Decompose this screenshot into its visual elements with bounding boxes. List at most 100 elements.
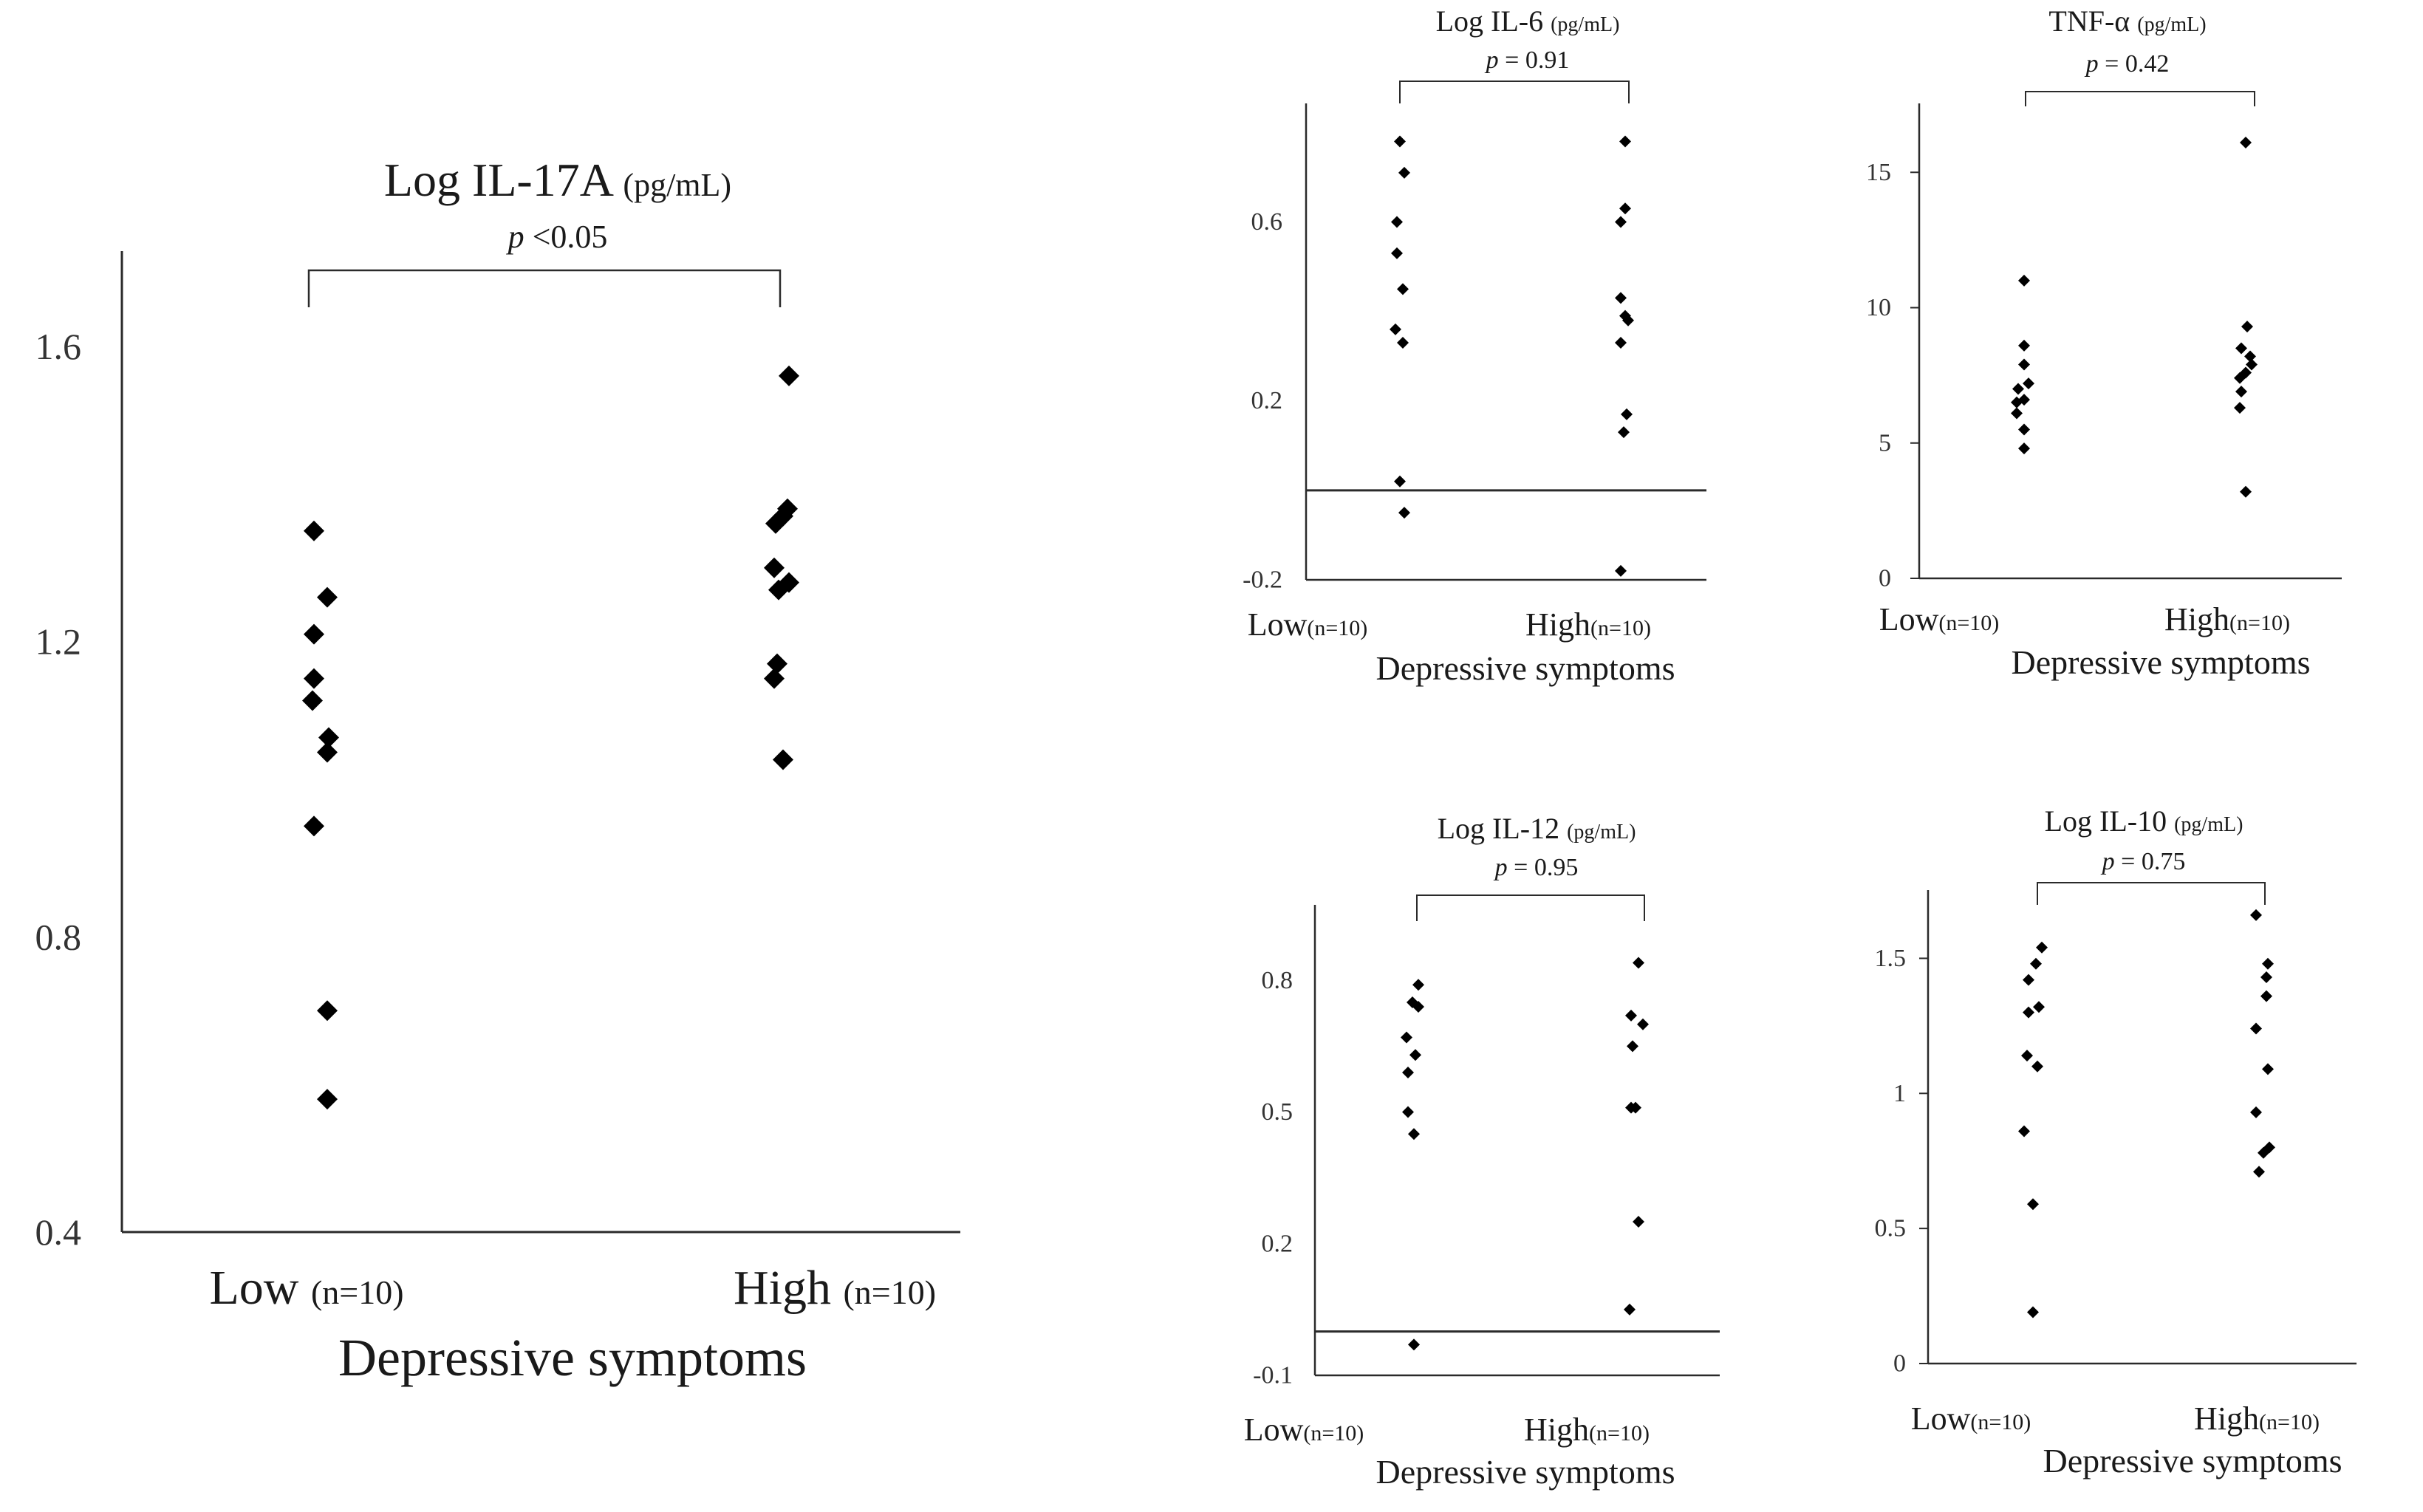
- y-tick-label: 1: [1893, 1080, 1906, 1107]
- y-tick-label: 0.2: [1262, 1230, 1293, 1257]
- y-tick-label: 0.4: [35, 1211, 82, 1253]
- data-point-low: [318, 727, 339, 748]
- y-tick-label: 0.8: [1262, 967, 1293, 994]
- comparison-bracket: [2025, 91, 2255, 106]
- category-name: Low: [1911, 1400, 1971, 1437]
- data-point-low: [1397, 337, 1409, 349]
- y-tick-label: 1.5: [1875, 945, 1907, 972]
- category-label-high: High(n=10): [1525, 606, 1651, 643]
- data-point-high: [1621, 408, 1633, 420]
- data-point-low: [1391, 216, 1403, 228]
- data-point-low: [2036, 941, 2048, 954]
- chart-title: Log IL-6 (pg/mL): [1436, 4, 1620, 38]
- category-label-low: Low (n=10): [209, 1261, 403, 1315]
- chart-title: Log IL-10 (pg/mL): [2045, 804, 2243, 838]
- category-label-low: Low(n=10): [1244, 1412, 1364, 1448]
- category-n: (n=10): [1590, 616, 1651, 640]
- category-n: (n=10): [311, 1273, 404, 1311]
- data-point-high: [2234, 402, 2246, 414]
- category-n: (n=10): [1307, 616, 1367, 640]
- data-point-high: [2235, 386, 2247, 398]
- comparison-bracket: [1416, 894, 1645, 921]
- data-point-high: [2260, 971, 2272, 984]
- x-axis-label: Depressive symptoms: [2043, 1442, 2342, 1479]
- data-point-low: [2023, 1006, 2034, 1019]
- data-point-low: [1408, 1338, 1420, 1351]
- category-n: (n=10): [843, 1273, 936, 1311]
- category-label-high: High(n=10): [2194, 1400, 2320, 1437]
- category-name: Low: [1244, 1412, 1304, 1448]
- x-axis-label: Depressive symptoms: [1375, 649, 1675, 687]
- x-axis-label: Depressive symptoms: [338, 1328, 807, 1387]
- data-point-low: [1412, 1000, 1424, 1013]
- p-value: = 0.75: [2115, 848, 2186, 875]
- data-point-low: [317, 586, 338, 608]
- data-point-low: [1394, 135, 1406, 148]
- data-point-high: [1624, 1303, 1636, 1316]
- p-symbol: p: [506, 219, 524, 255]
- data-point-high: [1637, 1018, 1649, 1030]
- data-point-high: [1633, 957, 1644, 969]
- data-point-low: [2011, 396, 2023, 408]
- data-point-low: [304, 623, 324, 645]
- data-point-high: [1618, 426, 1630, 439]
- y-tick-label: 15: [1866, 159, 1891, 186]
- data-point-low: [2018, 358, 2030, 371]
- data-point-low: [2021, 1050, 2033, 1062]
- data-point-low: [1394, 475, 1406, 488]
- data-point-high: [1619, 135, 1631, 148]
- data-point-high: [1625, 1009, 1637, 1022]
- p-value-annotation: p = 0.95: [1494, 854, 1579, 881]
- y-tick-label: 0.5: [1262, 1098, 1293, 1126]
- data-point-high: [2241, 321, 2253, 333]
- y-tick-label: 0.8: [35, 916, 82, 957]
- data-point-low: [302, 690, 323, 711]
- y-tick-label: 0: [1893, 1350, 1906, 1378]
- y-tick-label: 0.6: [1251, 208, 1283, 236]
- y-tick-label: 10: [1866, 294, 1891, 321]
- chart-title-text: Log IL-12: [1438, 812, 1568, 845]
- panel-il12: -0.1 0.2 0.5 0.8 Log IL-12 (pg/mL) p = 0.95 Lo…: [1244, 812, 1720, 1491]
- y-tick-label: -0.2: [1243, 567, 1282, 594]
- data-point-high: [2250, 1106, 2262, 1118]
- chart-title: Log IL-12 (pg/mL): [1438, 812, 1636, 845]
- category-label-low: Low(n=10): [1248, 606, 1368, 643]
- category-name: Low: [1248, 606, 1308, 643]
- data-point-low: [304, 668, 324, 689]
- category-n: (n=10): [1970, 1410, 2031, 1434]
- p-value-annotation: p <0.05: [506, 219, 608, 255]
- data-point-low: [2018, 1125, 2030, 1138]
- data-point-low: [1408, 1128, 1420, 1140]
- category-name: High: [2194, 1400, 2259, 1437]
- data-point-high: [2250, 1022, 2262, 1035]
- data-point-high: [2260, 990, 2272, 1002]
- data-point-low: [317, 1000, 338, 1022]
- category-name: High: [1524, 1412, 1589, 1448]
- category-name: Low: [209, 1261, 310, 1315]
- data-point-high: [1615, 216, 1627, 228]
- chart-title-text: Log IL-10: [2045, 804, 2175, 838]
- category-name: High: [2164, 601, 2229, 637]
- category-label-high: High (n=10): [734, 1261, 936, 1315]
- chart-title-text: Log IL-17A: [384, 154, 623, 206]
- data-point-high: [768, 579, 789, 601]
- data-point-low: [2033, 1001, 2045, 1013]
- comparison-bracket: [307, 269, 782, 307]
- data-point-high: [2234, 372, 2246, 384]
- data-point-high: [2240, 485, 2252, 498]
- data-point-low: [1409, 1049, 1421, 1061]
- category-n: (n=10): [1938, 611, 1999, 635]
- comparison-bracket: [1399, 81, 1630, 103]
- data-point-low: [304, 520, 324, 541]
- data-point-low: [1401, 1031, 1412, 1044]
- p-symbol: p: [1494, 854, 1508, 881]
- category-n: (n=10): [2259, 1410, 2320, 1434]
- chart-title-unit: (pg/mL): [1567, 821, 1636, 844]
- data-point-low: [1398, 507, 1410, 519]
- y-tick-label: 0.5: [1875, 1215, 1907, 1242]
- y-tick-label: -0.1: [1253, 1362, 1293, 1389]
- data-point-low: [2018, 423, 2030, 436]
- p-value: <0.05: [524, 219, 608, 255]
- p-value-annotation: p = 0.75: [2101, 848, 2186, 875]
- x-axis-label: Depressive symptoms: [2011, 643, 2310, 681]
